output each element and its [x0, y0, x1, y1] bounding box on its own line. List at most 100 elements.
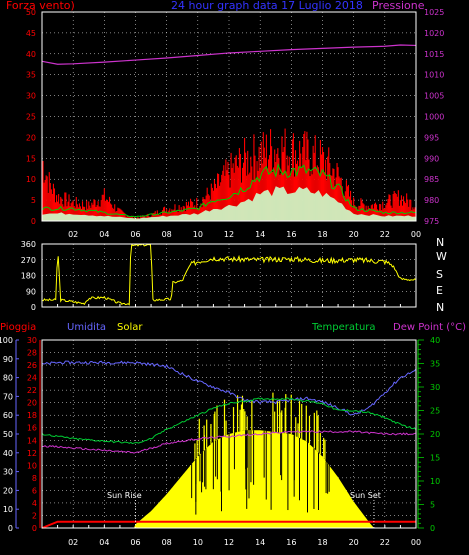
humidity-y-tick-label: 90 [3, 355, 13, 364]
rain-y-tick-label: 28 [27, 349, 37, 358]
rain-axis-title: Pioggia [0, 322, 36, 333]
x-tick-label: 08 [162, 538, 172, 547]
x-tick-label: 06 [130, 538, 140, 547]
wind-axis-title: Forza vento) [6, 0, 75, 12]
x-tick-label: 22 [380, 230, 390, 239]
pressure-y-tick-label: 1020 [424, 29, 444, 38]
pressure-y-tick-label: 1000 [424, 113, 444, 122]
x-tick-label: 10 [193, 230, 203, 239]
wind-y-tick-label: 20 [26, 133, 36, 142]
rain-y-tick-label: 10 [27, 461, 37, 470]
rain-y-tick-label: 12 [27, 449, 37, 458]
humidity-y-tick-label: 100 [0, 336, 13, 345]
direction-y-tick-label: 360 [21, 240, 36, 249]
x-tick-label: 18 [317, 538, 327, 547]
wind-y-tick-label: 5 [31, 196, 36, 205]
temperature-y-tick-label: 40 [430, 336, 440, 345]
x-tick-label: 20 [349, 230, 359, 239]
wind-y-tick-label: 50 [26, 8, 36, 17]
rain-y-tick-label: 2 [32, 511, 37, 520]
temperature-y-tick-label: 0 [430, 524, 435, 533]
humidity-y-tick-label: 60 [3, 411, 13, 420]
wind-y-tick-label: 10 [26, 175, 36, 184]
compass-label: N [436, 236, 444, 249]
temperature-axis-title: Temperatura [311, 322, 376, 333]
sunset-annotation: Sun Set [350, 491, 381, 500]
x-tick-label: 14 [255, 538, 265, 547]
rain-y-tick-label: 4 [32, 499, 37, 508]
x-tick-label: 06 [130, 230, 140, 239]
dew-point-line [41, 430, 417, 454]
pressure-y-tick-label: 1005 [424, 92, 444, 101]
x-tick-label: 22 [380, 538, 390, 547]
rain-y-tick-label: 8 [32, 474, 37, 483]
pressure-y-tick-label: 980 [424, 196, 439, 205]
x-tick-label: 02 [68, 230, 78, 239]
humidity-y-tick-label: 10 [3, 505, 13, 514]
dew-point-axis-title: Dew Point (°C) [393, 322, 466, 333]
x-tick-label: 18 [317, 230, 327, 239]
x-tick-label: 12 [224, 538, 234, 547]
solar-legend-label: Solar [117, 322, 143, 333]
humidity-y-tick-label: 80 [3, 374, 13, 383]
x-tick-label: 08 [162, 230, 172, 239]
humidity-y-tick-label: 30 [3, 468, 13, 477]
wind-direction-line [41, 243, 417, 306]
x-tick-label: 04 [99, 230, 109, 239]
x-tick-label: 16 [286, 538, 296, 547]
compass-label: N [436, 301, 444, 314]
wind-y-tick-label: 30 [26, 92, 36, 101]
pressure-y-tick-label: 1015 [424, 50, 444, 59]
wind-average-line [41, 162, 417, 218]
humidity-y-tick-label: 0 [8, 524, 13, 533]
direction-y-tick-label: 180 [21, 272, 36, 281]
x-tick-label: 10 [193, 538, 203, 547]
rain-y-tick-label: 26 [27, 361, 37, 370]
rain-y-tick-label: 6 [32, 486, 37, 495]
pressure-y-tick-label: 990 [424, 154, 439, 163]
wind-y-tick-label: 35 [26, 71, 36, 80]
wind-y-tick-label: 15 [26, 154, 36, 163]
temperature-y-tick-label: 25 [430, 407, 440, 416]
x-tick-label: 00 [411, 538, 421, 547]
rain-y-tick-label: 20 [27, 399, 37, 408]
sunrise-annotation: Sun Rise [107, 491, 142, 500]
temperature-y-tick-label: 35 [430, 360, 440, 369]
x-tick-label: 00 [411, 230, 421, 239]
wind-pressure-panel: 0510152025303540455097598098599099510001… [26, 8, 445, 239]
temperature-y-tick-label: 30 [430, 383, 440, 392]
pressure-axis-title: Pressione [372, 0, 425, 12]
wind-base-area [42, 186, 416, 221]
rain-y-tick-label: 30 [27, 336, 37, 345]
pressure-line [41, 44, 417, 65]
rain-y-tick-label: 0 [32, 524, 37, 533]
rain-y-tick-label: 16 [27, 424, 37, 433]
humidity-y-tick-label: 50 [3, 430, 13, 439]
wind-y-tick-label: 45 [26, 29, 36, 38]
rain-humidity-frame [41, 339, 417, 529]
wind-y-tick-label: 40 [26, 50, 36, 59]
direction-y-tick-label: 270 [21, 256, 36, 265]
temperature-y-tick-label: 20 [430, 430, 440, 439]
wind-direction-frame [41, 243, 417, 308]
rain-line [41, 520, 416, 529]
direction-y-tick-label: 0 [31, 303, 36, 312]
x-tick-label: 12 [224, 230, 234, 239]
humidity-y-tick-label: 20 [3, 486, 13, 495]
x-tick-label: 16 [286, 230, 296, 239]
humidity-y-tick-label: 70 [3, 392, 13, 401]
rain-y-tick-label: 24 [27, 374, 37, 383]
pressure-y-tick-label: 1025 [424, 8, 444, 17]
rain-y-tick-label: 22 [27, 386, 37, 395]
humidity-y-tick-label: 40 [3, 449, 13, 458]
rain-humidity-solar-temp-panel: Pioggia Umidita Solar Temperatura Dew Po… [0, 322, 466, 547]
x-tick-label: 02 [68, 538, 78, 547]
pressure-y-tick-label: 985 [424, 175, 439, 184]
compass-label: S [436, 268, 443, 281]
wind-pressure-frame [41, 11, 417, 222]
temperature-y-tick-label: 10 [430, 477, 440, 486]
compass-label: E [436, 284, 443, 297]
temperature-y-tick-label: 15 [430, 454, 440, 463]
